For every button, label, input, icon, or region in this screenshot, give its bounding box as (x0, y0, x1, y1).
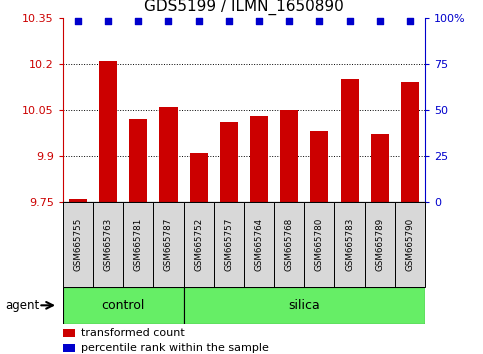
Text: percentile rank within the sample: percentile rank within the sample (81, 343, 269, 353)
Bar (365, 202, 395, 287)
Bar (99, 61, 117, 202)
Point (376, 18, 384, 24)
Title: GDS5199 / ILMN_1650890: GDS5199 / ILMN_1650890 (144, 0, 344, 15)
Bar (93, 202, 123, 287)
Text: GSM665755: GSM665755 (73, 218, 83, 271)
Bar (184, 202, 213, 287)
Bar (274, 202, 304, 287)
Text: GSM665790: GSM665790 (405, 218, 414, 271)
Point (315, 18, 323, 24)
Text: GSM665752: GSM665752 (194, 218, 203, 271)
Text: control: control (101, 299, 145, 312)
Bar (159, 107, 178, 202)
Text: GSM665764: GSM665764 (255, 218, 264, 271)
Text: agent: agent (5, 299, 39, 312)
Bar (123, 202, 154, 287)
Text: GSM665789: GSM665789 (375, 218, 384, 271)
Bar (63, 344, 75, 352)
Text: GSM665768: GSM665768 (284, 218, 294, 271)
Text: GSM665781: GSM665781 (134, 218, 143, 271)
Bar (341, 79, 358, 202)
Bar (184, 287, 425, 324)
Point (74, 18, 82, 24)
Bar (213, 202, 244, 287)
Bar (69, 199, 87, 202)
Point (346, 18, 354, 24)
Point (285, 18, 293, 24)
Bar (395, 202, 425, 287)
Bar (304, 202, 334, 287)
Text: silica: silica (288, 299, 320, 312)
Bar (401, 82, 419, 202)
Text: transformed count: transformed count (81, 328, 185, 338)
Bar (244, 202, 274, 287)
Point (406, 18, 414, 24)
Bar (154, 202, 184, 287)
Text: GSM665763: GSM665763 (103, 218, 113, 271)
Point (165, 18, 172, 24)
Bar (250, 116, 268, 202)
Text: GSM665780: GSM665780 (315, 218, 324, 271)
Bar (63, 202, 93, 287)
Text: GSM665787: GSM665787 (164, 218, 173, 271)
Point (104, 18, 112, 24)
Text: GSM665783: GSM665783 (345, 218, 354, 271)
Bar (334, 202, 365, 287)
Point (225, 18, 233, 24)
Bar (129, 119, 147, 202)
Bar (189, 153, 208, 202)
Text: GSM665757: GSM665757 (224, 218, 233, 271)
Bar (280, 110, 298, 202)
Point (255, 18, 263, 24)
Point (134, 18, 142, 24)
Point (195, 18, 202, 24)
Bar (371, 134, 389, 202)
Bar (220, 122, 238, 202)
Bar (63, 287, 184, 324)
Bar (63, 329, 75, 337)
Bar (311, 131, 328, 202)
